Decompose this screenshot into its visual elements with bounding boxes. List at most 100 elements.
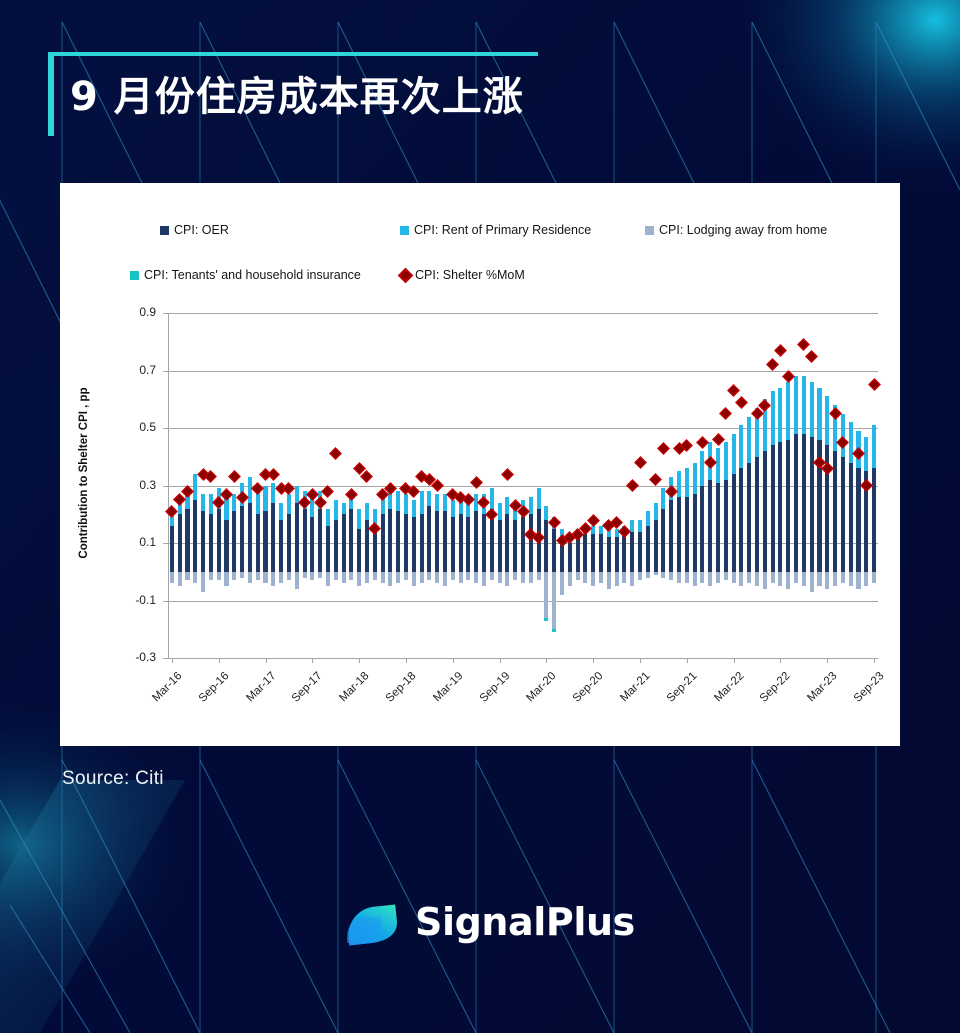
bar-segment	[201, 511, 206, 572]
bar-segment	[489, 571, 494, 581]
bar-segment	[247, 571, 252, 584]
bar-segment	[786, 382, 791, 440]
bar-segment	[731, 474, 736, 572]
bar-segment	[833, 451, 838, 572]
bar-segment	[801, 376, 806, 434]
x-axis-tick	[218, 658, 220, 663]
x-axis-tick	[312, 658, 314, 663]
bar-segment	[240, 571, 245, 578]
shelter-mom-marker	[227, 470, 241, 484]
bar-segment	[372, 525, 377, 572]
bar-segment	[552, 629, 557, 633]
shelter-mom-marker	[251, 482, 265, 495]
shelter-mom-marker	[657, 441, 670, 455]
shelter-mom-marker	[321, 484, 335, 498]
x-axis-tick-label: Mar-20	[524, 670, 559, 705]
bar-segment	[466, 499, 471, 518]
title-block: 9 月份住房成本再次上涨	[48, 52, 608, 144]
y-axis-tick-label: 0.7	[139, 362, 156, 377]
bar-segment	[435, 511, 440, 572]
bar-segment	[388, 491, 393, 509]
shelter-mom-marker	[852, 447, 865, 461]
bar-segment	[669, 499, 674, 572]
bar-segment	[622, 571, 627, 584]
bar-segment	[263, 511, 268, 572]
bar-segment	[755, 571, 760, 587]
shelter-mom-marker	[664, 484, 678, 498]
x-axis-tick-label: Sep-18	[383, 670, 419, 705]
bar-segment	[848, 571, 853, 587]
shelter-mom-marker	[344, 487, 358, 501]
y-gridline	[168, 370, 878, 372]
bar-segment	[318, 571, 323, 578]
bar-segment	[450, 517, 455, 572]
legend-square-marker-icon	[400, 225, 409, 235]
bar-segment	[185, 491, 190, 509]
y-axis-tick	[163, 600, 168, 602]
bar-segment	[809, 382, 814, 437]
bar-segment	[185, 571, 190, 581]
x-axis-tick	[499, 658, 501, 663]
legend-square-marker-icon	[160, 225, 169, 235]
shelter-mom-marker	[805, 349, 819, 363]
legend-item-5[interactable]: CPI: Shelter %MoM	[397, 267, 525, 283]
bar-segment	[692, 571, 697, 587]
bar-segment	[263, 485, 268, 512]
bar-segment	[833, 571, 838, 587]
bar-segment	[403, 494, 408, 515]
shelter-mom-marker	[625, 479, 639, 492]
bar-segment	[435, 571, 440, 584]
bar-segment	[341, 502, 346, 515]
bar-segment	[442, 511, 447, 572]
bar-segment	[848, 422, 853, 463]
bar-segment	[442, 494, 447, 512]
bar-segment	[622, 534, 627, 572]
bar-segment	[708, 479, 713, 572]
shelter-mom-marker	[797, 338, 811, 351]
bar-segment	[403, 571, 408, 581]
x-axis-tick-label: Sep-22	[758, 670, 793, 705]
bar-segment	[474, 511, 479, 572]
legend-item-2[interactable]: CPI: Rent of Primary Residence	[400, 223, 591, 237]
bar-segment	[411, 499, 416, 518]
bar-segment	[497, 520, 502, 572]
bar-segment	[224, 571, 229, 587]
bar-segment	[481, 571, 486, 587]
y-axis-tick	[163, 313, 168, 314]
bar-segment	[739, 425, 744, 469]
shelter-mom-marker	[547, 516, 561, 530]
bar-segment	[458, 514, 463, 572]
y-axis-tick-label: -0.3	[135, 650, 156, 664]
bar-segment	[341, 514, 346, 572]
chart-plot-area: Contribution to Shelter CPI , pp -0.3 -0.…	[60, 183, 900, 746]
bar-segment	[216, 571, 221, 581]
legend-item-1[interactable]: CPI: OER	[160, 223, 229, 237]
shelter-mom-marker	[618, 525, 631, 538]
legend-item-3[interactable]: CPI: Lodging away from home	[645, 223, 827, 237]
bar-segment	[247, 502, 252, 572]
bar-segment	[505, 497, 510, 515]
bar-segment	[755, 407, 760, 457]
bar-segment	[208, 494, 213, 515]
bar-segment	[614, 537, 619, 572]
x-axis-tick	[265, 658, 267, 663]
y-axis-tick	[163, 485, 168, 487]
bar-segment	[169, 571, 174, 584]
bar-segment	[770, 571, 775, 584]
bar-segment	[700, 571, 705, 584]
x-axis-tick	[593, 658, 595, 663]
legend-item-4[interactable]: CPI: Tenants' and household insurance	[130, 268, 361, 282]
y-gridline	[168, 485, 878, 487]
bar-segment	[825, 445, 830, 572]
x-axis-tick-label: Sep-21	[664, 670, 700, 705]
bar-segment	[864, 571, 869, 587]
bar-segment	[677, 471, 682, 497]
bar-segment	[591, 534, 596, 572]
x-axis-tick-label: Mar-19	[431, 670, 466, 705]
shelter-mom-marker	[727, 384, 741, 397]
bar-segment	[208, 571, 213, 581]
legend-label: CPI: Tenants' and household insurance	[144, 268, 361, 282]
bar-segment	[677, 571, 682, 584]
bar-segment	[458, 571, 463, 584]
bar-segment	[809, 436, 814, 572]
